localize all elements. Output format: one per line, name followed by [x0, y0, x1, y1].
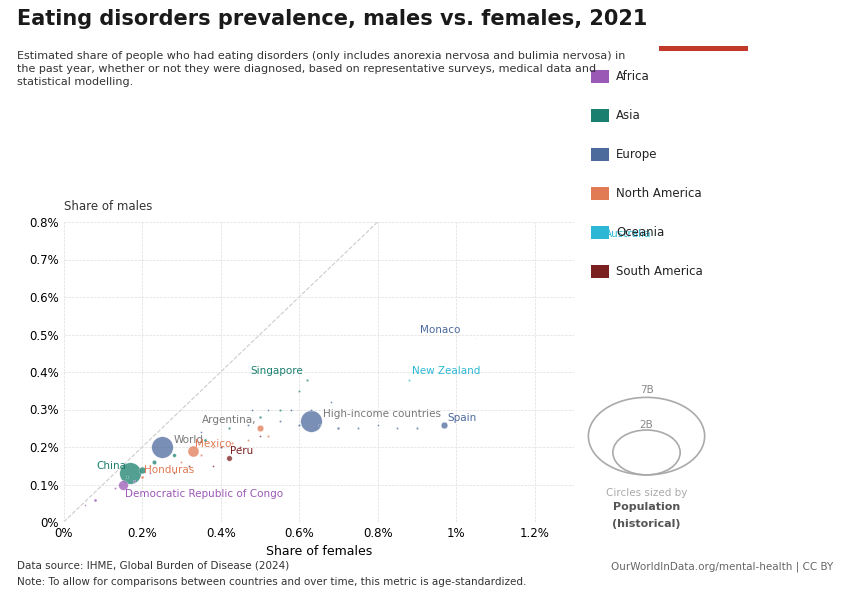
Text: in Data: in Data	[681, 29, 726, 39]
Text: Asia: Asia	[616, 109, 641, 122]
Point	[147, 457, 161, 467]
Point	[261, 431, 275, 440]
Text: Australia: Australia	[605, 229, 652, 239]
Text: Singapore: Singapore	[250, 367, 303, 377]
Text: New Zealand: New Zealand	[412, 367, 480, 377]
Point	[128, 476, 141, 485]
Point	[195, 427, 208, 437]
Text: Argentina,: Argentina,	[201, 415, 256, 425]
Point	[135, 464, 149, 474]
Point	[241, 420, 255, 430]
Point	[469, 334, 483, 343]
Point	[273, 404, 286, 414]
Text: Oceania: Oceania	[616, 226, 665, 239]
Text: High-income countries: High-income countries	[323, 409, 440, 419]
Point	[253, 412, 267, 422]
Point	[261, 404, 275, 414]
Point	[410, 424, 423, 433]
Point	[273, 416, 286, 425]
Point	[186, 446, 200, 455]
Point	[78, 500, 92, 510]
Point	[183, 461, 196, 470]
Text: Data source: IHME, Global Burden of Disease (2024): Data source: IHME, Global Burden of Dise…	[17, 561, 289, 571]
Bar	[659, 46, 748, 51]
Point	[292, 386, 306, 395]
Point	[155, 442, 168, 452]
Point	[241, 434, 255, 444]
Text: Europe: Europe	[616, 148, 658, 161]
Point	[88, 494, 102, 504]
Point	[253, 431, 267, 440]
Text: Eating disorders prevalence, males vs. females, 2021: Eating disorders prevalence, males vs. f…	[17, 9, 648, 29]
Text: Note: To allow for comparisons between countries and over time, this metric is a: Note: To allow for comparisons between c…	[17, 577, 526, 587]
Text: Democratic Republic of Congo: Democratic Republic of Congo	[125, 489, 283, 499]
Point	[234, 442, 247, 452]
Point	[116, 480, 129, 490]
Point	[402, 374, 416, 384]
Point	[167, 450, 180, 460]
Point	[390, 424, 404, 433]
Point	[222, 454, 235, 463]
Point	[225, 439, 239, 448]
Point	[285, 404, 298, 414]
Point	[108, 484, 122, 493]
Point	[206, 442, 219, 452]
Text: South America: South America	[616, 265, 703, 278]
Text: China: China	[97, 461, 127, 472]
Text: 2B: 2B	[640, 420, 654, 430]
Text: Peru: Peru	[230, 446, 254, 457]
X-axis label: Share of females: Share of females	[265, 545, 371, 559]
Text: North America: North America	[616, 187, 702, 200]
Text: Estimated share of people who had eating disorders (only includes anorexia nervo: Estimated share of people who had eating…	[17, 51, 626, 88]
Point	[195, 450, 208, 460]
Point	[144, 469, 157, 478]
Point	[304, 404, 318, 414]
Text: Monaco: Monaco	[420, 325, 460, 335]
Point	[123, 469, 137, 478]
Point	[246, 404, 259, 414]
Text: Mexico: Mexico	[196, 439, 231, 449]
Text: Circles sized by: Circles sized by	[606, 488, 687, 498]
Point	[438, 420, 451, 430]
Point	[206, 461, 219, 470]
Point	[300, 374, 314, 384]
Point	[304, 416, 318, 425]
Text: Our World: Our World	[672, 14, 735, 23]
Text: Honduras: Honduras	[144, 465, 195, 475]
Point	[222, 424, 235, 433]
Point	[144, 461, 157, 470]
Point	[351, 424, 365, 433]
Text: Population: Population	[613, 502, 680, 512]
Text: (historical): (historical)	[612, 519, 681, 529]
Text: World: World	[173, 435, 204, 445]
Point	[174, 457, 188, 467]
Text: 7B: 7B	[640, 385, 654, 395]
Point	[135, 472, 149, 482]
Point	[371, 420, 384, 430]
Text: Spain: Spain	[447, 413, 477, 422]
Text: OurWorldInData.org/mental-health | CC BY: OurWorldInData.org/mental-health | CC BY	[611, 561, 833, 571]
Point	[214, 442, 228, 452]
Point	[312, 420, 326, 430]
Point	[292, 420, 306, 430]
Point	[120, 472, 133, 482]
Point	[167, 469, 180, 478]
Point	[597, 236, 610, 245]
Point	[332, 424, 345, 433]
Text: Share of males: Share of males	[64, 200, 152, 213]
Text: Africa: Africa	[616, 70, 650, 83]
Point	[324, 397, 337, 407]
Point	[253, 424, 267, 433]
Point	[198, 434, 212, 444]
